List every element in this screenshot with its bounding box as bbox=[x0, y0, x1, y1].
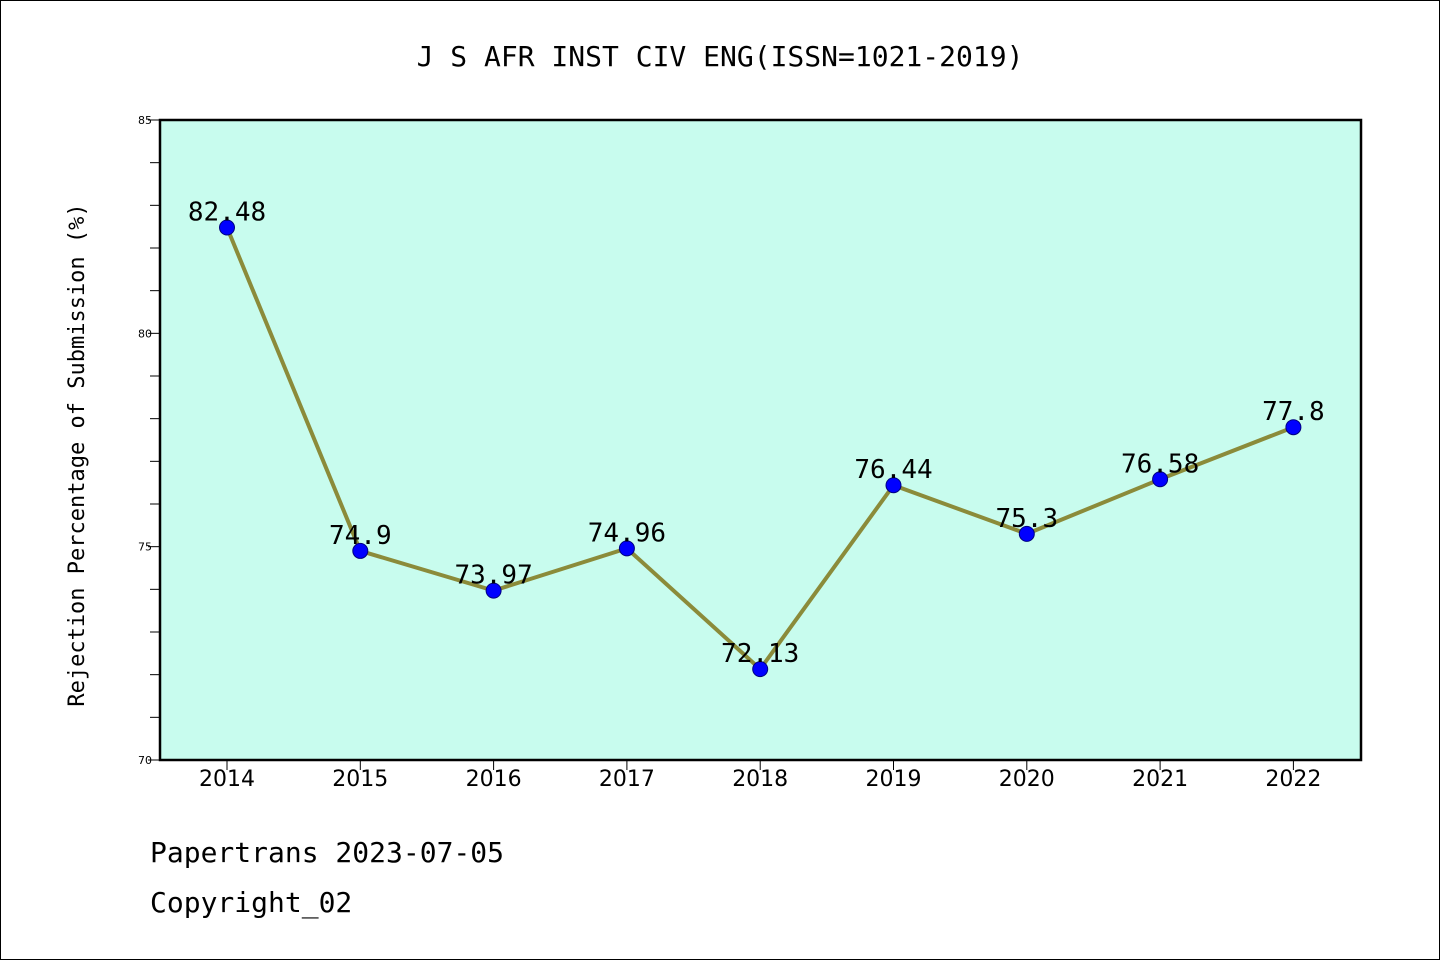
x-tick-label: 2018 bbox=[732, 767, 788, 792]
data-label: 75.3 bbox=[995, 504, 1058, 534]
y-tick-label: 85 bbox=[138, 114, 152, 127]
plot-area bbox=[158, 118, 1363, 762]
data-point-marker bbox=[752, 661, 769, 678]
y-axis-label: Rejection Percentage of Submission (%) bbox=[65, 203, 90, 706]
data-label: 74.96 bbox=[588, 518, 666, 548]
chart-title: J S AFR INST CIV ENG(ISSN=1021-2019) bbox=[417, 40, 1024, 73]
x-tick-label: 2016 bbox=[466, 767, 522, 792]
data-point-marker bbox=[1285, 419, 1302, 436]
data-label: 72.13 bbox=[721, 639, 799, 669]
footer-copyright-text: Copyright_02 bbox=[150, 886, 353, 919]
x-tick-label: 2014 bbox=[199, 767, 255, 792]
data-label: 82.48 bbox=[188, 198, 266, 228]
data-point-marker bbox=[885, 477, 902, 494]
data-point-marker bbox=[219, 219, 235, 236]
data-point-marker bbox=[618, 540, 635, 557]
y-tick-label: 75 bbox=[138, 541, 152, 554]
x-tick-label: 2015 bbox=[332, 767, 388, 792]
y-tick-label: 80 bbox=[138, 327, 152, 340]
data-label: 74.9 bbox=[329, 521, 392, 551]
x-tick-label: 2021 bbox=[1132, 767, 1188, 792]
data-label: 76.58 bbox=[1121, 449, 1199, 479]
y-tick-label: 70 bbox=[138, 754, 152, 767]
x-tick-label: 2019 bbox=[866, 767, 922, 792]
x-tick-label: 2017 bbox=[599, 767, 655, 792]
data-point-marker bbox=[352, 542, 369, 559]
data-label: 77.8 bbox=[1262, 397, 1325, 427]
data-point-marker bbox=[485, 582, 502, 599]
data-label: 73.97 bbox=[454, 561, 532, 591]
data-point-marker bbox=[1152, 471, 1169, 488]
data-point-marker bbox=[1018, 525, 1035, 542]
x-tick-label: 2022 bbox=[1265, 767, 1321, 792]
data-label: 76.44 bbox=[854, 455, 932, 485]
footer-date-text: Papertrans 2023-07-05 bbox=[150, 836, 505, 869]
x-tick-label: 2020 bbox=[999, 767, 1055, 792]
